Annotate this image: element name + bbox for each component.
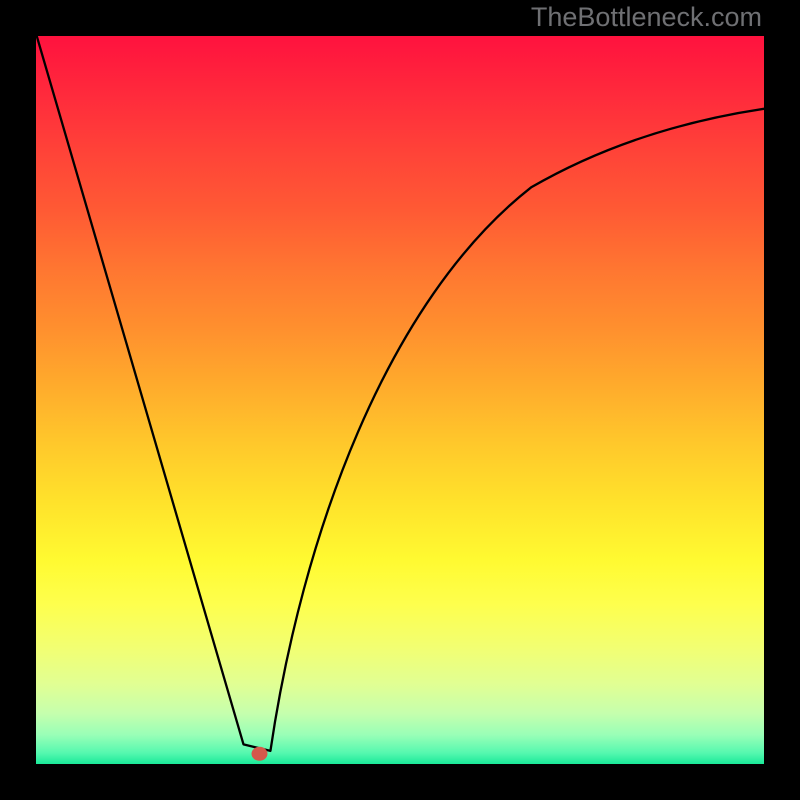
watermark-text: TheBottleneck.com — [531, 2, 762, 33]
optimal-point-marker — [251, 747, 267, 761]
gradient-background — [36, 36, 764, 764]
